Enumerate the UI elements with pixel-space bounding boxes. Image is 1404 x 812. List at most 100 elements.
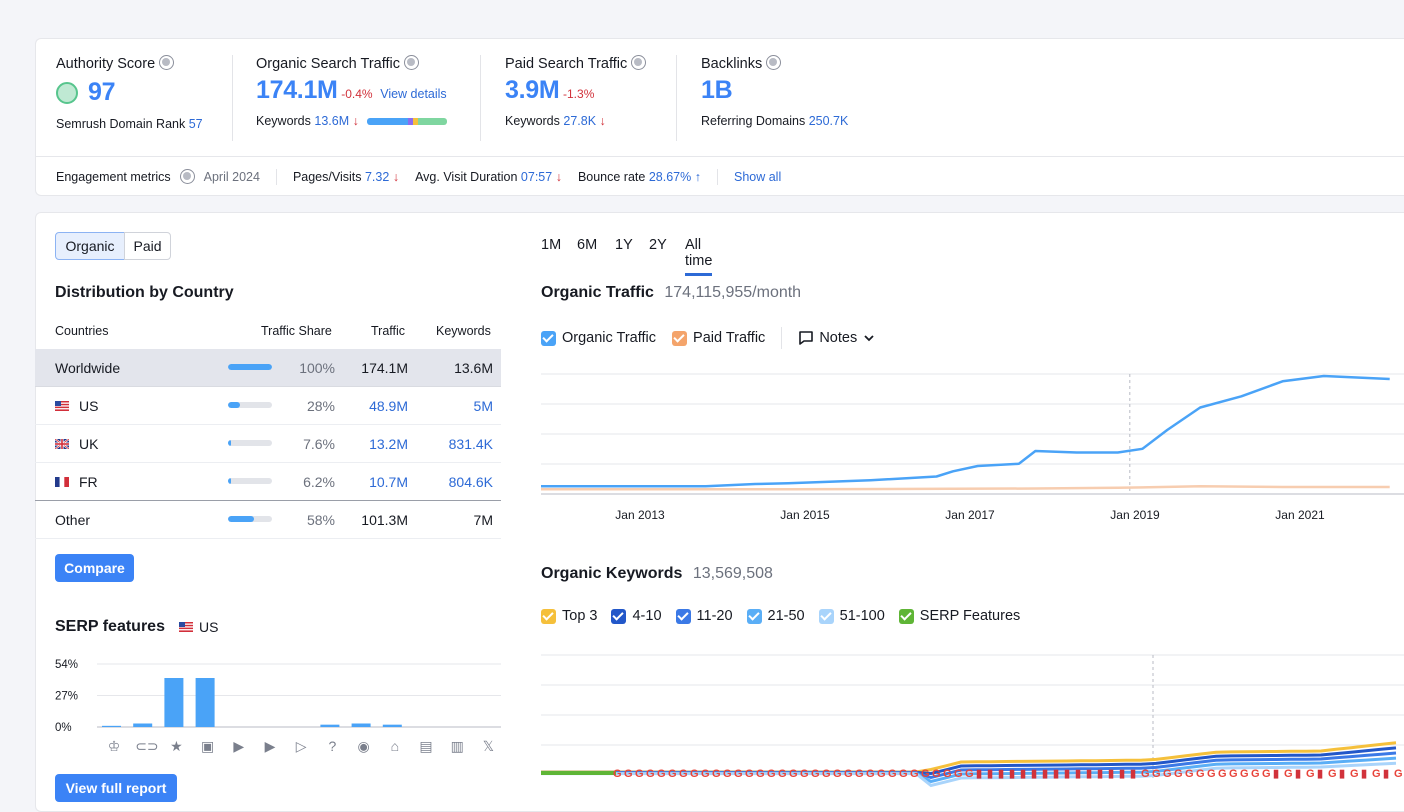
video-box-icon[interactable]: ▶	[264, 738, 276, 754]
info-icon[interactable]	[631, 55, 647, 70]
legend-paid-label: Paid Traffic	[693, 330, 766, 346]
serp-marker-icon: G	[1350, 768, 1359, 780]
keywords-value[interactable]: 5M	[473, 398, 493, 414]
organic-keywords-value[interactable]: 13.6M	[314, 114, 350, 128]
pages-visits-value: 7.32	[364, 169, 390, 184]
paid-keywords-value[interactable]: 27.8K	[563, 114, 597, 128]
checkbox-top-3[interactable]	[541, 608, 556, 624]
faq-icon[interactable]: ?	[328, 738, 337, 754]
legend-label: 51-100	[839, 608, 885, 624]
education-icon[interactable]: ⌂	[390, 738, 400, 754]
serp-bar[interactable]	[195, 678, 215, 727]
keywords-value[interactable]: 831.4K	[448, 436, 493, 452]
share-bar	[228, 478, 272, 484]
info-icon[interactable]	[404, 55, 420, 70]
paid-traffic-block: Paid Search Traffic 3.9M -1.3% Keywords …	[505, 55, 680, 128]
video-icon[interactable]: ▶	[233, 738, 245, 754]
period-tab-2y[interactable]: 2Y	[649, 237, 667, 253]
serp-marker-icon: G	[756, 768, 765, 780]
referring-domains-label: Referring Domains	[701, 114, 806, 128]
info-icon[interactable]	[159, 55, 175, 70]
serp-marker-icon: G	[1207, 768, 1216, 780]
period-tab-1y[interactable]: 1Y	[615, 237, 633, 253]
authority-score-title: Authority Score	[56, 56, 156, 72]
serp-marker-icon: G	[1240, 768, 1249, 780]
organic-traffic-chart-title: Organic Traffic	[541, 284, 654, 301]
serp-marker-icon: ▮	[1119, 768, 1125, 780]
show-all-link[interactable]: Show all	[733, 169, 782, 184]
y-tick-label: 0%	[55, 722, 72, 734]
backlinks-value[interactable]: 1B	[701, 76, 733, 104]
traffic-value[interactable]: 48.9M	[369, 398, 408, 414]
overview-metrics-card: Authority Score 97 Semrush Domain Rank 5…	[35, 38, 1404, 196]
jobs-icon[interactable]: ▥	[450, 738, 464, 754]
arrow-up-icon: ↑	[694, 169, 701, 184]
serp-marker-icon: G	[1372, 768, 1381, 780]
compare-button[interactable]: Compare	[55, 554, 134, 582]
table-row[interactable]: UK 7.6% 13.2M 831.4K	[35, 425, 501, 463]
referring-domains-value[interactable]: 250.7K	[808, 114, 849, 128]
keyword-series-line[interactable]	[541, 761, 1397, 788]
x-tick-label: Jan 2017	[945, 508, 995, 522]
keywords-value: 13.6M	[454, 360, 493, 376]
view-full-report-button[interactable]: View full report	[55, 774, 177, 802]
tab-paid[interactable]: Paid	[124, 232, 171, 260]
serp-bar[interactable]	[164, 678, 184, 727]
checkbox-serp-features[interactable]	[898, 608, 914, 624]
serp-bar[interactable]	[102, 725, 121, 727]
series-line-organic-traffic[interactable]	[541, 374, 1390, 488]
traffic-value[interactable]: 10.7M	[369, 474, 408, 490]
news-icon[interactable]: ▤	[419, 738, 433, 754]
keywords-value[interactable]: 804.6K	[448, 474, 493, 490]
star-icon[interactable]: ★	[170, 738, 183, 754]
checkbox-11-20[interactable]	[675, 608, 691, 624]
serp-marker-icon: G	[1284, 768, 1293, 780]
visit-duration-label: Avg. Visit Duration	[415, 169, 518, 184]
checkbox-51-100[interactable]	[818, 608, 834, 624]
serp-bar[interactable]	[351, 723, 371, 728]
legend-label: SERP Features	[919, 608, 1021, 624]
serp-marker-icon: G	[954, 768, 963, 780]
serp-marker-icon: G	[844, 768, 853, 780]
serp-marker-icon: G	[712, 768, 721, 780]
serp-bar[interactable]	[133, 723, 153, 728]
serp-bar[interactable]	[320, 724, 340, 727]
paid-keywords-label: Keywords	[505, 114, 560, 128]
table-row[interactable]: FR 6.2% 10.7M 804.6K	[35, 463, 501, 501]
notes-dropdown[interactable]: Notes	[798, 330, 875, 346]
backlinks-block: Backlinks 1B Referring Domains 250.7K	[701, 55, 901, 128]
organic-traffic-value[interactable]: 174.1M	[256, 76, 338, 104]
serp-marker-icon: G	[1174, 768, 1183, 780]
domain-rank-value[interactable]: 57	[188, 117, 203, 131]
period-tab-1m[interactable]: 1M	[541, 237, 562, 253]
crown-icon[interactable]: ♔	[107, 738, 121, 754]
image-icon[interactable]: ▣	[200, 738, 215, 754]
table-row[interactable]: Worldwide 100% 174.1M 13.6M	[35, 349, 501, 387]
table-row[interactable]: US 28% 48.9M 5M	[35, 387, 501, 425]
serp-marker-icon: G	[734, 768, 743, 780]
checkbox-paid[interactable]	[672, 330, 688, 346]
serp-marker-icon: G	[745, 768, 754, 780]
x-tick-label: Jan 2013	[615, 508, 665, 522]
distribution-table: Worldwide 100% 174.1M 13.6M US 28% 48.9M…	[35, 349, 501, 539]
checkbox-21-50[interactable]	[746, 608, 762, 624]
share-value: 28%	[306, 398, 335, 414]
checkbox-4-10[interactable]	[611, 608, 627, 624]
play-icon[interactable]: ▷	[295, 738, 307, 754]
serp-bar[interactable]	[382, 724, 402, 727]
info-icon[interactable]	[766, 55, 782, 70]
traffic-value[interactable]: 13.2M	[369, 436, 408, 452]
view-details-link[interactable]: View details	[380, 87, 447, 101]
share-bar	[228, 364, 272, 370]
paid-traffic-value[interactable]: 3.9M	[505, 76, 560, 104]
serp-marker-icon: G	[800, 768, 809, 780]
distribution-table-header: Countries Traffic Share Traffic Keywords	[35, 324, 501, 344]
link-icon[interactable]: ⊂⊃	[135, 738, 159, 754]
tab-organic[interactable]: Organic	[55, 232, 125, 260]
period-tab-all-time[interactable]: All time	[685, 237, 712, 276]
period-tab-6m[interactable]: 6M	[577, 237, 598, 253]
location-icon[interactable]: ◉	[357, 738, 370, 754]
checkbox-organic[interactable]	[541, 330, 556, 346]
x-icon[interactable]: 𝕏	[482, 738, 495, 754]
series-line-paid-traffic[interactable]	[541, 485, 1390, 491]
